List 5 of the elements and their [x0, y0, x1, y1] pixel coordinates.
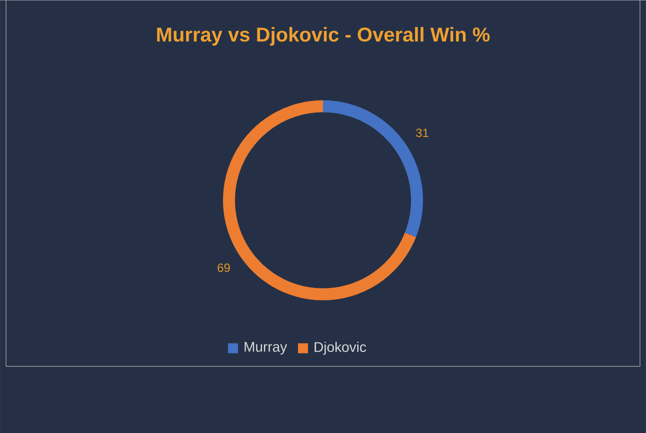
- legend-label: Murray: [244, 342, 288, 354]
- legend-label: Djokovic: [314, 342, 366, 355]
- data-label: 69: [218, 263, 230, 272]
- chart-title: Murray vs Djokovic - Overall Win %: [157, 26, 490, 46]
- data-label: 31: [416, 128, 428, 137]
